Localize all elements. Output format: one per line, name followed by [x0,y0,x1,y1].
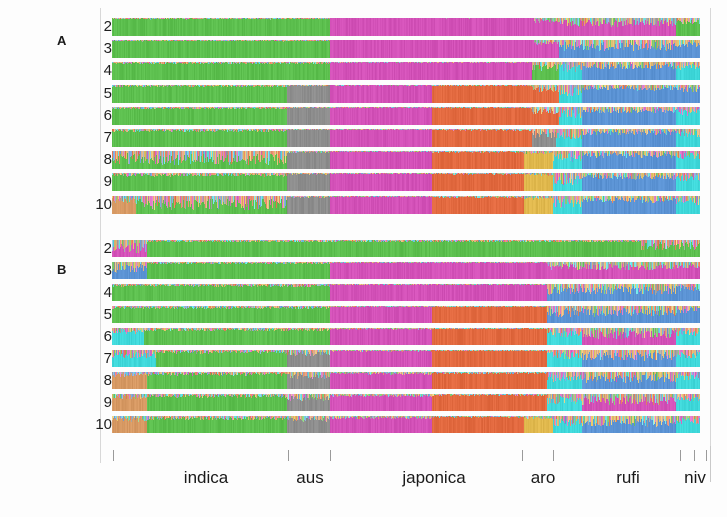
admixture-bar-canvas [112,84,700,103]
k-label-text: 3 [103,261,112,279]
admixture-bar-canvas [112,240,700,257]
admixture-bar-row [112,416,700,433]
admixture-bar-row [112,394,700,411]
admixture-bar-row [112,62,700,81]
admixture-bar-canvas [112,262,700,279]
k-label-b-7: 7 [60,351,112,367]
k-label-text: 5 [103,84,112,102]
k-label-text: 9 [103,393,112,411]
k-label-text: 2 [103,18,112,35]
admixture-bar-canvas [112,106,700,125]
k-label-text: 7 [103,349,112,367]
group-label-aro: aro [530,468,556,487]
k-label-text: 4 [103,62,112,80]
k-label-b-8: 8 [60,373,112,389]
k-label-text: 2 [103,239,112,257]
admixture-bar-canvas [112,62,700,81]
admixture-bar-row [112,240,700,257]
k-label-b-3: 3 [60,263,112,279]
k-label-text: 6 [103,106,112,124]
admixture-bar-row [112,173,700,192]
k-label-a-10: 10 [60,197,112,213]
admixture-bar-row [112,195,700,214]
group-label-niv: niv [684,468,706,487]
admixture-bar-row [112,284,700,301]
axis-tick-5 [680,450,681,461]
admixture-bar-canvas [112,284,700,301]
k-label-text: 8 [103,151,112,169]
admixture-bar-canvas [112,372,700,389]
admixture-bar-row [112,306,700,323]
admixture-bar-canvas [112,195,700,214]
axis-tick-3 [522,450,523,461]
group-label-indica: indica [183,468,229,487]
admixture-bar-canvas [112,129,700,147]
axis-tick-4 [553,450,554,461]
group-label-rufi: rufi [616,468,640,487]
k-label-b-9: 9 [60,395,112,411]
axis-tick-6 [694,450,695,461]
admixture-bar-canvas [112,394,700,411]
admixture-bar-row [112,151,700,170]
admixture-bar-row [112,328,700,345]
k-label-text: 5 [103,305,112,323]
admixture-bar-row [112,106,700,125]
admixture-bar-canvas [112,328,700,345]
admixture-bar-canvas [112,173,700,192]
axis-end-cap [710,446,711,482]
k-label-text: 7 [103,129,112,146]
admixture-bar-row [112,129,700,147]
k-label-text: 8 [103,371,112,389]
k-label-a-4: 4 [60,63,112,79]
k-label-b-2: 2 [60,241,112,257]
k-label-text: 10 [95,415,112,433]
k-label-text: 10 [95,195,112,213]
plot-right-border [710,8,711,463]
admixture-bar-canvas [112,416,700,433]
axis-tick-0 [113,450,114,461]
k-label-b-4: 4 [60,285,112,301]
k-label-a-8: 8 [60,152,112,168]
axis-tick-1 [288,450,289,461]
admixture-bar-row [112,18,700,36]
admixture-bar-canvas [112,306,700,323]
k-label-a-7: 7 [60,130,112,146]
k-label-a-5: 5 [60,86,112,102]
group-label-japonica: japonica [402,468,466,487]
admixture-bar-canvas [112,18,700,36]
k-label-text: 3 [103,40,112,58]
k-label-text: 9 [103,173,112,191]
admixture-bar-canvas [112,151,700,170]
admixture-bar-row [112,350,700,367]
admixture-bar-row [112,262,700,279]
k-label-text: 6 [103,327,112,345]
k-label-a-6: 6 [60,108,112,124]
k-label-a-3: 3 [60,41,112,57]
admixture-bar-row [112,84,700,103]
plot-left-border [100,8,101,463]
panel-letter-a: A [57,33,67,48]
k-label-a-9: 9 [60,174,112,190]
k-label-b-10: 10 [60,417,112,433]
admixture-bar-canvas [112,40,700,59]
admixture-bar-row [112,40,700,59]
group-label-aus: aus [296,468,324,487]
admixture-bar-row [112,372,700,389]
panel-letter-b: B [57,262,67,277]
k-label-text: 4 [103,283,112,301]
admixture-bar-canvas [112,350,700,367]
axis-tick-2 [330,450,331,461]
axis-tick-7 [706,450,707,461]
k-label-a-2: 2 [60,19,112,35]
k-label-b-5: 5 [60,307,112,323]
k-label-b-6: 6 [60,329,112,345]
